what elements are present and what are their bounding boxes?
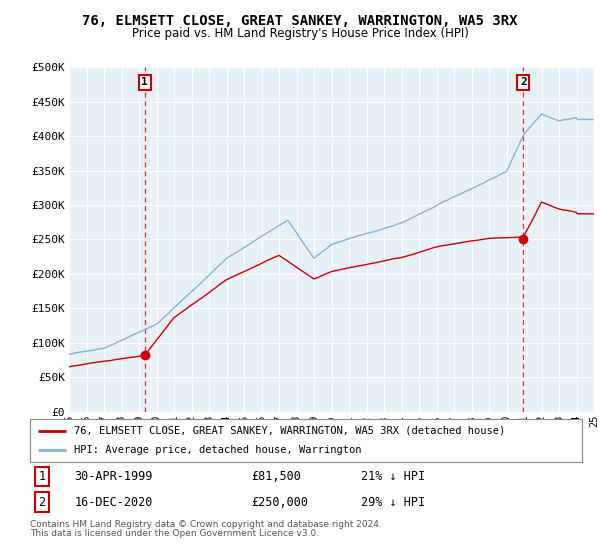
Text: 2: 2	[520, 77, 527, 87]
Text: 76, ELMSETT CLOSE, GREAT SANKEY, WARRINGTON, WA5 3RX: 76, ELMSETT CLOSE, GREAT SANKEY, WARRING…	[82, 14, 518, 28]
Text: £81,500: £81,500	[251, 470, 301, 483]
Text: 16-DEC-2020: 16-DEC-2020	[74, 496, 152, 509]
Text: Price paid vs. HM Land Registry's House Price Index (HPI): Price paid vs. HM Land Registry's House …	[131, 27, 469, 40]
Text: 2: 2	[38, 496, 46, 509]
Text: This data is licensed under the Open Government Licence v3.0.: This data is licensed under the Open Gov…	[30, 529, 319, 538]
Text: Contains HM Land Registry data © Crown copyright and database right 2024.: Contains HM Land Registry data © Crown c…	[30, 520, 382, 529]
Text: 1: 1	[38, 470, 46, 483]
Text: 29% ↓ HPI: 29% ↓ HPI	[361, 496, 425, 509]
Text: 30-APR-1999: 30-APR-1999	[74, 470, 152, 483]
Text: 76, ELMSETT CLOSE, GREAT SANKEY, WARRINGTON, WA5 3RX (detached house): 76, ELMSETT CLOSE, GREAT SANKEY, WARRING…	[74, 426, 505, 436]
Text: 1: 1	[142, 77, 148, 87]
Text: 21% ↓ HPI: 21% ↓ HPI	[361, 470, 425, 483]
Text: HPI: Average price, detached house, Warrington: HPI: Average price, detached house, Warr…	[74, 445, 362, 455]
Text: £250,000: £250,000	[251, 496, 308, 509]
